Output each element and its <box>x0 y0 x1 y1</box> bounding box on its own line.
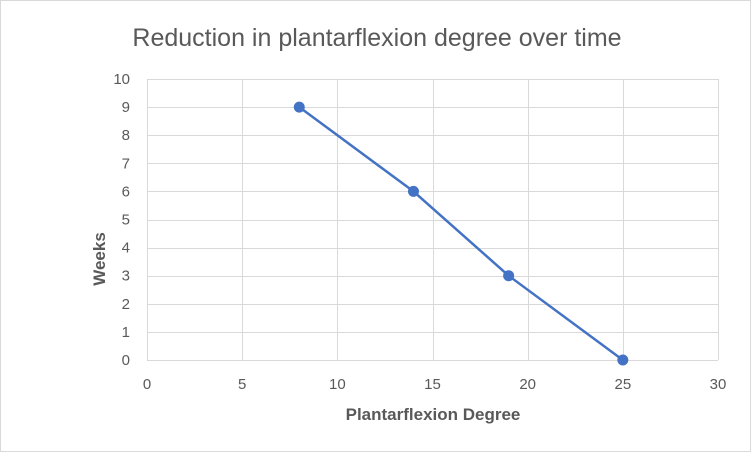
y-tick-label-6: 6 <box>122 183 130 200</box>
y-tick-label-0: 0 <box>122 352 130 369</box>
x-axis-ticks: 0 5 10 15 20 25 30 <box>143 376 727 393</box>
data-point-0 <box>293 101 305 113</box>
x-tick-label-2: 10 <box>329 376 346 393</box>
x-tick-label-0: 0 <box>143 376 151 393</box>
y-tick-label-3: 3 <box>122 268 130 285</box>
y-tick-label-7: 7 <box>122 155 130 172</box>
y-tick-label-9: 9 <box>122 99 130 116</box>
series-layer <box>293 101 629 366</box>
x-tick-label-5: 25 <box>614 376 631 393</box>
y-axis-ticks: 0 1 2 3 4 5 6 7 8 9 10 <box>113 71 130 369</box>
x-tick-label-4: 20 <box>519 376 536 393</box>
y-tick-label-8: 8 <box>122 127 130 144</box>
y-tick-label-1: 1 <box>122 324 130 341</box>
data-point-1 <box>407 185 419 197</box>
data-point-2 <box>503 270 515 282</box>
x-axis-label: Plantarflexion Degree <box>346 405 521 424</box>
y-tick-label-10: 10 <box>113 71 130 88</box>
series-line-0 <box>298 105 625 362</box>
x-tick-label-3: 15 <box>424 376 441 393</box>
y-tick-label-5: 5 <box>122 212 130 229</box>
y-tick-label-4: 4 <box>122 240 130 257</box>
y-axis-label: Weeks <box>90 232 109 286</box>
chart-title: Reduction in plantarflexion degree over … <box>132 24 621 52</box>
x-tick-label-1: 5 <box>238 376 246 393</box>
data-point-3 <box>617 354 629 366</box>
y-tick-label-2: 2 <box>122 296 130 313</box>
x-tick-label-6: 30 <box>710 376 727 393</box>
gridlines <box>147 79 719 361</box>
